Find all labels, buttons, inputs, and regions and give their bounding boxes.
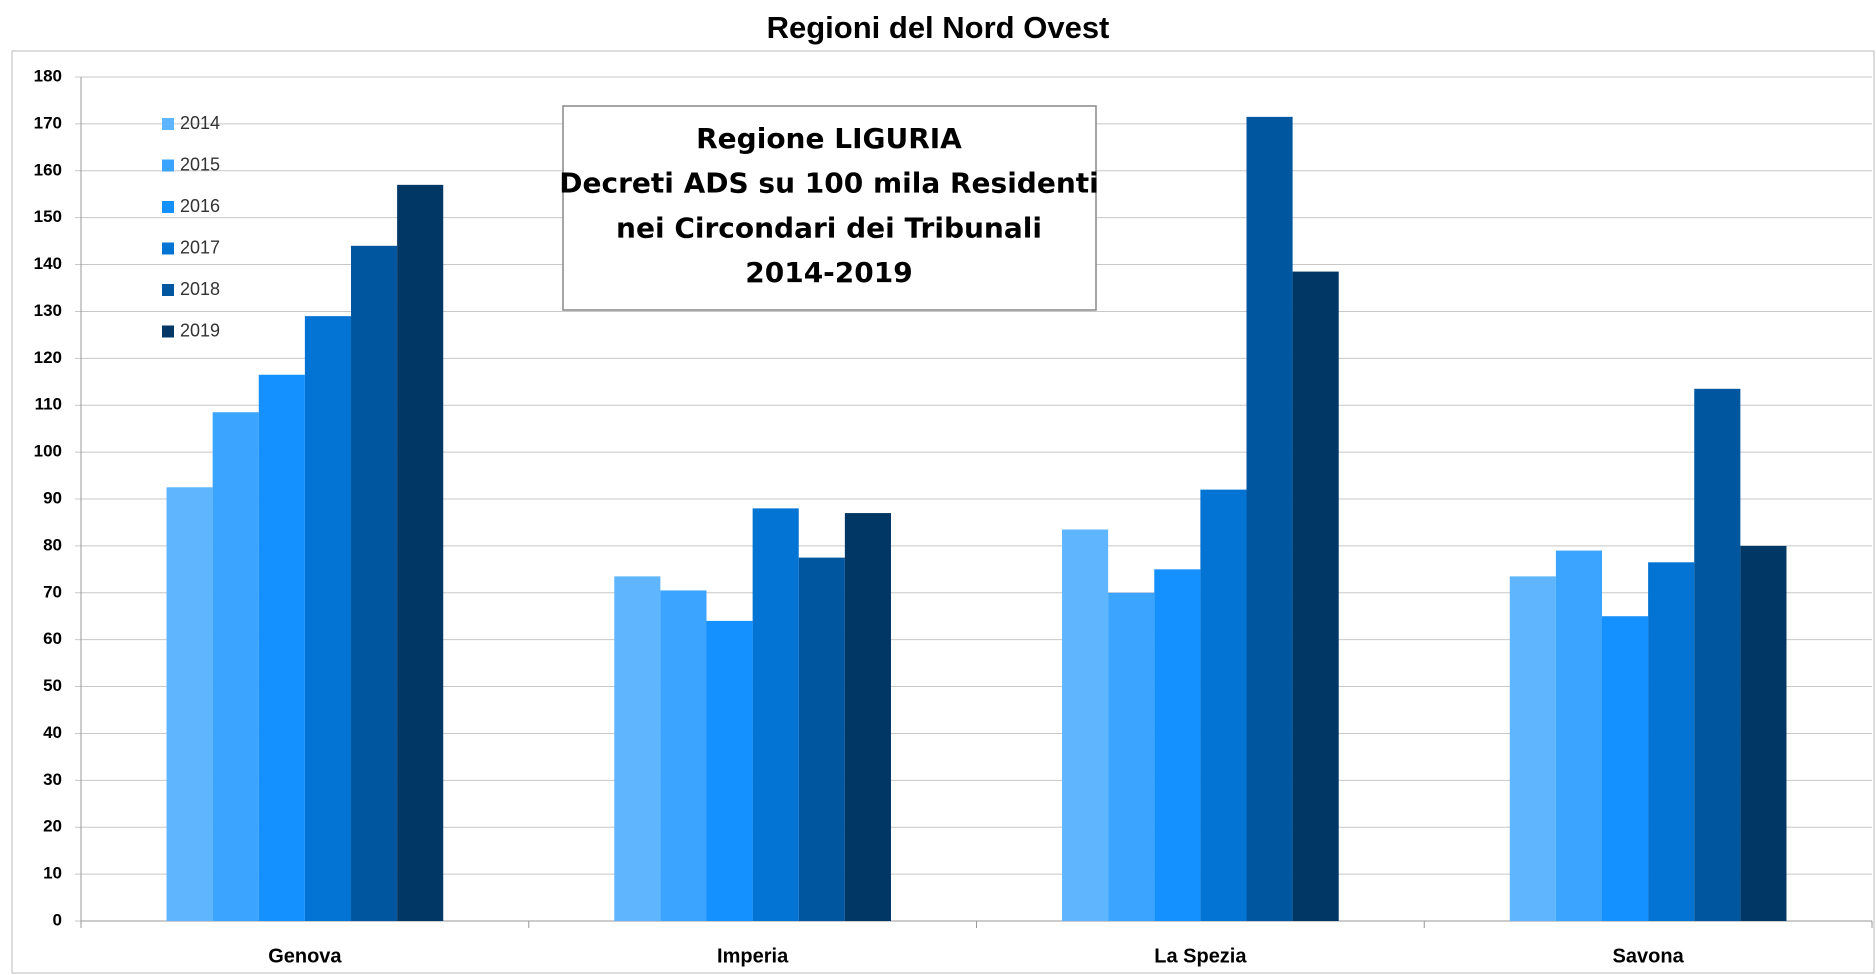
y-tick-label: 60 (43, 629, 62, 648)
chart-title: Regioni del Nord Ovest (767, 10, 1110, 45)
bar (1555, 550, 1603, 921)
bar (798, 557, 845, 921)
bar (1108, 592, 1155, 921)
x-tick-label: Imperia (717, 945, 789, 967)
legend-label: 2017 (180, 237, 220, 257)
y-tick-label: 40 (43, 723, 62, 742)
annotation-text: Decreti ADS su 100 mila Residenti (559, 167, 1099, 200)
annotation-text: 2014-2019 (745, 256, 912, 289)
legend-label: 2016 (180, 196, 220, 216)
bar (1740, 545, 1787, 921)
y-tick-label: 0 (53, 910, 62, 929)
bar (1200, 489, 1247, 921)
y-tick-label: 90 (43, 488, 62, 507)
legend-label: 2019 (180, 320, 220, 340)
bar (1154, 569, 1201, 921)
bar (660, 590, 707, 921)
legend-swatch (162, 118, 174, 130)
bar (844, 513, 891, 921)
legend-label: 2018 (180, 279, 220, 299)
chart-frame (11, 50, 1875, 974)
y-tick-label: 30 (43, 770, 62, 789)
y-tick-label: 20 (43, 817, 62, 836)
legend-swatch (162, 325, 174, 338)
annotation-text: Regione LIGURIA (696, 122, 962, 155)
y-tick-label: 130 (34, 301, 62, 320)
y-tick-label: 10 (43, 864, 62, 883)
bar (166, 487, 213, 921)
y-tick-label: 70 (43, 582, 62, 601)
annotation-box (562, 105, 1097, 311)
bar (1292, 271, 1339, 922)
bar (1602, 616, 1649, 921)
y-tick-label: 150 (34, 207, 62, 226)
legend-label: 2015 (180, 154, 220, 174)
y-tick-label: 170 (34, 113, 62, 132)
bar (304, 316, 351, 922)
bar (1246, 116, 1293, 922)
x-tick-label: La Spezia (1154, 945, 1247, 967)
y-tick-label: 120 (34, 348, 62, 367)
x-tick-label: Genova (268, 945, 342, 967)
legend-swatch (162, 201, 174, 213)
bar (1062, 529, 1109, 921)
bar (1694, 388, 1741, 921)
bar (350, 245, 398, 922)
y-tick-label: 110 (35, 395, 62, 414)
legend-swatch (162, 242, 174, 255)
annotation-text: nei Circondari dei Tribunali (616, 211, 1042, 244)
bar (1509, 576, 1556, 921)
y-tick-label: 80 (43, 535, 62, 554)
legend-label: 2014 (180, 113, 220, 133)
y-tick-label: 140 (34, 254, 62, 273)
bar (397, 184, 444, 921)
bar (258, 374, 305, 921)
y-tick-label: 180 (34, 66, 62, 85)
bar (614, 576, 661, 921)
legend-swatch (162, 284, 174, 296)
legend-swatch (162, 159, 174, 172)
bar (752, 508, 799, 921)
bar (212, 412, 259, 921)
y-tick-label: 100 (34, 442, 62, 461)
bar (1648, 562, 1695, 921)
y-tick-label: 160 (34, 160, 62, 179)
y-tick-label: 50 (43, 676, 62, 695)
bar (706, 620, 753, 921)
x-tick-label: Savona (1613, 945, 1685, 967)
